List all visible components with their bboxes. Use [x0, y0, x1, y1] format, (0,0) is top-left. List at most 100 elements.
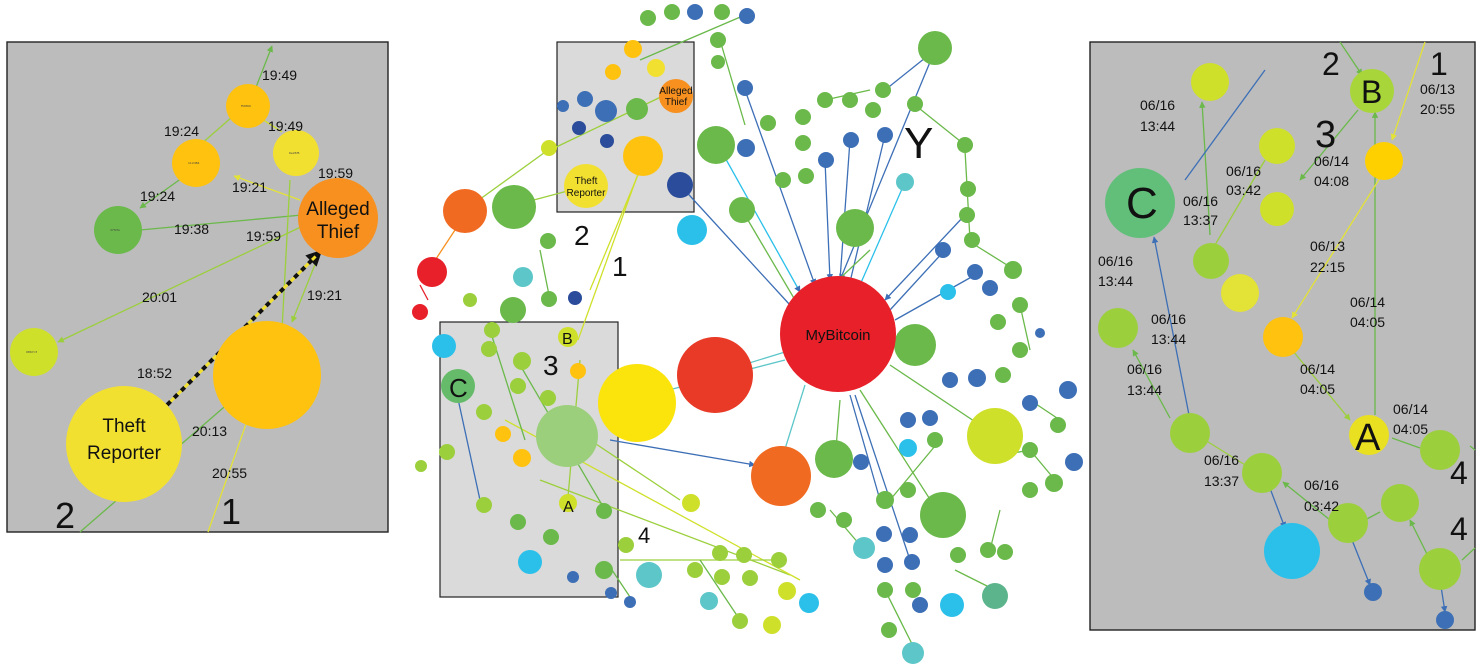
node: [853, 537, 875, 559]
node: [817, 92, 833, 108]
node: [918, 31, 952, 65]
node: [881, 622, 897, 638]
marker-3: 3: [543, 350, 559, 381]
node: [541, 291, 557, 307]
node: [636, 562, 662, 588]
node: [1022, 395, 1038, 411]
node: [700, 592, 718, 610]
node: [967, 264, 983, 280]
edge-time: 19:59: [246, 228, 281, 244]
node: [853, 454, 869, 470]
alleged-thief-label-line2: Thief: [665, 97, 687, 108]
right-panel-labels: B C A 1 2 3 4 4 06/16 13:44 06/13 20:55 06…: [1098, 46, 1468, 547]
node: [751, 446, 811, 506]
node-id: 0867c3: [26, 350, 37, 354]
node-id: f56f90: [241, 104, 251, 108]
node: [836, 512, 852, 528]
node: [771, 552, 787, 568]
edge-time: 19:59: [318, 165, 353, 181]
marker-c: C: [1126, 179, 1158, 228]
edge-time: 06/16 13:44: [1140, 97, 1175, 134]
node: [818, 152, 834, 168]
node: [697, 126, 735, 164]
node: [712, 545, 728, 561]
theft-reporter-label-line2: Reporter: [567, 188, 607, 199]
edge: [1390, 41, 1426, 141]
edge: [719, 39, 746, 126]
edge: [849, 394, 881, 501]
node: [1059, 381, 1077, 399]
edge-time: 19:24: [164, 123, 199, 139]
node: [682, 494, 700, 512]
theft-reporter-node-center: [564, 164, 608, 208]
node: [967, 408, 1023, 464]
node: [1004, 261, 1022, 279]
node: [997, 544, 1013, 560]
left-panel-nodes: f56f90 112d84 6e26f5 37f2fa 0867c3: [10, 84, 378, 502]
marker-a: A: [1355, 417, 1381, 459]
edge-time: 20:55: [212, 465, 247, 481]
node: [935, 242, 951, 258]
edge-time: 18:52: [137, 365, 172, 381]
node-b: [1350, 69, 1394, 113]
edge: [859, 181, 906, 286]
node: [492, 185, 536, 229]
node: [513, 267, 533, 287]
alleged-thief-node-center: [659, 79, 693, 113]
node: [711, 55, 725, 69]
edge: [854, 394, 911, 561]
node: [570, 363, 586, 379]
marker-1: 1: [1430, 46, 1448, 82]
marker-a: A: [563, 499, 574, 516]
edge: [1469, 445, 1476, 451]
marker-2: 2: [1322, 46, 1340, 82]
edge: [824, 159, 834, 281]
theft-reporter-node: [66, 386, 182, 502]
edge: [609, 439, 756, 468]
marker-1: 1: [612, 251, 628, 282]
node: [927, 432, 943, 448]
marker-2: 2: [55, 495, 75, 536]
node: [714, 4, 730, 20]
node: [922, 410, 938, 426]
node: [605, 64, 621, 80]
node: [876, 526, 892, 542]
node: [795, 109, 811, 125]
center-labels: MyBitcoin Alleged Thief Theft Reporter 1…: [449, 86, 933, 548]
edge: [914, 104, 966, 146]
node: [865, 102, 881, 118]
node: [677, 215, 707, 245]
edge-time: 06/16 03:42: [1226, 163, 1261, 198]
node: [1098, 308, 1138, 348]
edge: [1204, 439, 1251, 469]
edge-time: 06/16 13:37: [1204, 452, 1239, 489]
node: [647, 59, 665, 77]
node: [500, 297, 526, 323]
node: [568, 291, 582, 305]
node: [687, 4, 703, 20]
node: [484, 322, 500, 338]
node: [902, 527, 918, 543]
node: [618, 537, 634, 553]
edge-time: 06/14 04:05: [1300, 361, 1335, 397]
node: [1022, 482, 1038, 498]
edge-time: 06/14 04:05: [1350, 294, 1385, 330]
edge: [849, 134, 886, 283]
node: [775, 172, 791, 188]
node: [737, 80, 753, 96]
node: [1012, 342, 1028, 358]
node: [1191, 63, 1229, 101]
edge: [1184, 69, 1266, 181]
node: [968, 369, 986, 387]
edge-time: 06/13 22:15: [1310, 238, 1345, 275]
marker-2: 2: [574, 220, 590, 251]
node: [964, 232, 980, 248]
node: [940, 593, 964, 617]
node: [1419, 548, 1461, 590]
node: [540, 390, 556, 406]
edge-time: 06/13 20:55: [1420, 81, 1455, 117]
node: [1263, 317, 1303, 357]
node: [1264, 523, 1320, 579]
edge: [1391, 437, 1421, 449]
node: [982, 583, 1008, 609]
